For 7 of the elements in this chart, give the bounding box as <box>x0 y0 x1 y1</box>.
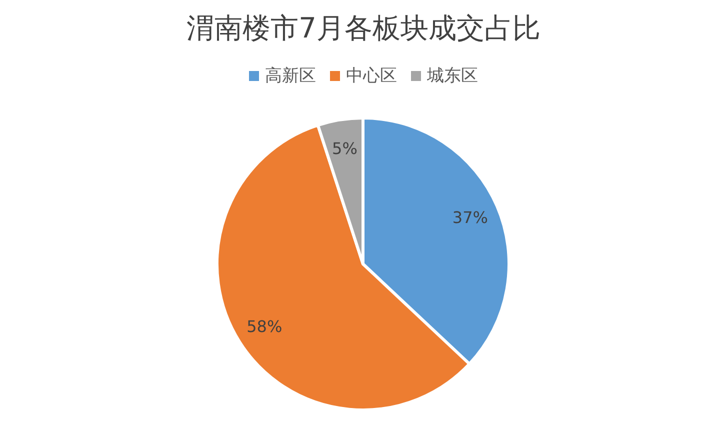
legend-label: 高新区 <box>265 66 316 86</box>
data-label: 5% <box>332 139 358 158</box>
legend-label: 城东区 <box>427 66 478 86</box>
title: 渭南楼市7月各板块成交占比 <box>186 12 540 44</box>
data-label: 37% <box>452 208 488 228</box>
data-label: 58% <box>246 317 282 336</box>
legend-label: 中心区 <box>346 66 397 86</box>
